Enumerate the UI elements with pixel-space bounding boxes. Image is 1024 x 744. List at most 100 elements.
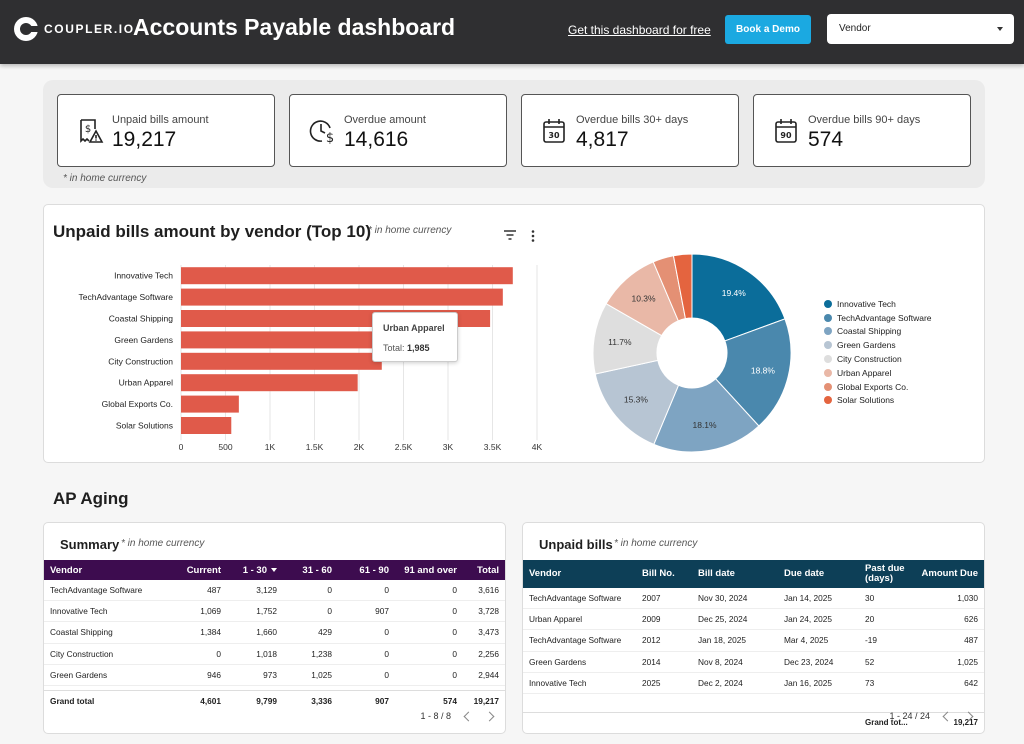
bar[interactable]	[181, 374, 358, 392]
coupler-logo-icon	[14, 17, 39, 41]
legend-item[interactable]: TechAdvantage Software	[824, 311, 932, 325]
legend-item[interactable]: Green Gardens	[824, 338, 932, 352]
grand-total-label: Grand tot...	[865, 718, 908, 727]
legend-item[interactable]: Solar Solutions	[824, 394, 932, 408]
col-amount-due[interactable]: Amount Due	[921, 569, 978, 579]
calendar-30-icon: 30	[543, 119, 565, 143]
table-cell: 487	[207, 585, 221, 596]
summary-title: Summary	[60, 537, 120, 552]
pie-slice[interactable]	[672, 253, 693, 320]
grand-value: 4,601	[200, 695, 221, 706]
slice-label: 15.3%	[624, 395, 649, 405]
summary-table-body[interactable]: TechAdvantage Software 487 3,129 0 0 0 3,616 In…	[44, 580, 505, 690]
table-row[interactable]: TechAdvantage Software 2012 Jan 18, 2025 Ma…	[523, 630, 984, 652]
bar[interactable]	[181, 267, 513, 285]
grand-value: 9,799	[256, 695, 277, 706]
svg-text:$: $	[85, 124, 91, 135]
pie-slice[interactable]	[653, 378, 760, 453]
y-category-label: Global Exports Co.	[102, 399, 173, 409]
table-cell: Jan 16, 2025	[784, 677, 832, 688]
bar[interactable]	[181, 417, 232, 434]
get-dashboard-link[interactable]: Get this dashboard for free	[568, 23, 711, 37]
calendar-90-icon: 90	[775, 119, 797, 143]
table-cell: 1,384	[200, 627, 221, 638]
table-cell: 0	[452, 585, 457, 596]
table-row[interactable]: Green Gardens 946 973 1,025 0 0 2,944	[44, 665, 505, 686]
table-cell: 3,728	[478, 606, 499, 617]
svg-text:30: 30	[548, 131, 560, 140]
chevron-right-icon[interactable]	[484, 711, 495, 721]
legend-swatch	[824, 396, 832, 405]
legend-label: City Construction	[837, 354, 902, 365]
y-category-label: Urban Apparel	[119, 378, 173, 388]
svg-text:$: $	[326, 131, 334, 145]
vendor-chart-card: Unpaid bills amount by vendor (Top 10) *…	[43, 204, 985, 463]
col-bill-date[interactable]: Bill date	[698, 569, 735, 579]
table-cell: Mar 4, 2025	[784, 635, 829, 646]
table-cell: 1,030	[957, 593, 978, 604]
legend-item[interactable]: Innovative Tech	[824, 297, 932, 311]
table-cell: Nov 30, 2024	[698, 593, 748, 604]
x-tick-label: 3K	[443, 442, 454, 452]
table-cell: 0	[327, 606, 332, 617]
bar[interactable]	[181, 288, 503, 306]
chevron-left-icon[interactable]	[942, 711, 953, 721]
table-row[interactable]: Innovative Tech 1,069 1,752 0 907 0 3,728	[44, 601, 505, 623]
col-bill-no[interactable]: Bill No.	[642, 569, 675, 579]
table-row[interactable]: TechAdvantage Software 487 3,129 0 0 0 3,616	[44, 580, 505, 602]
col-vendor[interactable]: Vendor	[529, 569, 562, 579]
book-demo-button[interactable]: Book a Demo	[725, 15, 811, 44]
vendor-filter-dropdown[interactable]: Vendor	[827, 14, 1014, 44]
legend-item[interactable]: Urban Apparel	[824, 366, 932, 380]
col-total[interactable]: Total	[477, 564, 499, 576]
unpaid-table-body[interactable]: TechAdvantage Software 2007 Nov 30, 2024 Ja…	[523, 588, 984, 712]
table-row[interactable]: TechAdvantage Software 2007 Nov 30, 2024 Ja…	[523, 588, 984, 610]
col-91-over[interactable]: 91 and over	[404, 564, 457, 576]
legend-item[interactable]: Coastal Shipping	[824, 325, 932, 339]
col-due-date[interactable]: Due date	[784, 569, 825, 579]
table-cell: 2007	[642, 593, 661, 604]
table-cell: 3,616	[478, 585, 499, 596]
legend-label: Urban Apparel	[837, 367, 892, 378]
table-row[interactable]: Green Gardens 2014 Nov 8, 2024 Dec 23, 2024…	[523, 652, 984, 673]
table-row[interactable]: Innovative Tech 2025 Dec 2, 2024 Jan 16, 20…	[523, 673, 984, 694]
grand-value: 19,217	[953, 718, 978, 727]
table-row[interactable]: Coastal Shipping 1,384 1,660 429 0 0 3,473	[44, 622, 505, 644]
table-row[interactable]: Urban Apparel 2009 Dec 25, 2024 Jan 24, 202…	[523, 609, 984, 631]
legend-swatch	[824, 355, 832, 364]
pie-slice[interactable]	[691, 253, 786, 342]
col-1-30[interactable]: 1 - 30	[227, 565, 283, 576]
chevron-left-icon[interactable]	[463, 711, 474, 721]
more-vert-icon[interactable]	[530, 230, 536, 242]
bar[interactable]	[181, 352, 382, 370]
table-row[interactable]: City Construction 0 1,018 1,238 0 0 2,256	[44, 644, 505, 665]
table-cell: 0	[452, 669, 457, 680]
legend-label: TechAdvantage Software	[837, 312, 932, 323]
legend-item[interactable]: City Construction	[824, 352, 932, 366]
col-vendor[interactable]: Vendor	[50, 564, 83, 576]
coupler-logo[interactable]: COUPLER.IO	[14, 17, 135, 41]
table-cell: 0	[384, 585, 389, 596]
table-cell: 626	[964, 614, 978, 625]
col-current[interactable]: Current	[186, 564, 221, 576]
pie-slice[interactable]	[594, 359, 680, 445]
table-cell: Coastal Shipping	[50, 627, 113, 638]
x-tick-label: 1.5K	[306, 442, 324, 452]
table-cell: 2,256	[478, 648, 499, 659]
table-cell: 1,018	[256, 648, 277, 659]
slice-label: 11.7%	[608, 337, 632, 347]
chevron-right-icon[interactable]	[963, 711, 974, 721]
table-cell: 73	[865, 677, 875, 688]
x-tick-label: 3.5K	[484, 442, 502, 452]
grand-total-row: Grand total 4,601 9,799 3,336 907 574 19…	[44, 690, 505, 710]
pager-text: 1 - 8 / 8	[420, 711, 451, 721]
filter-icon[interactable]	[504, 230, 516, 240]
table-cell: 0	[452, 648, 457, 659]
legend-item[interactable]: Global Exports Co.	[824, 380, 932, 394]
col-61-90[interactable]: 61 - 90	[359, 564, 389, 576]
col-31-60[interactable]: 31 - 60	[302, 564, 332, 576]
col-past-due[interactable]: Past due (days)	[865, 564, 905, 584]
bar[interactable]	[181, 395, 239, 413]
table-cell: 3,129	[256, 585, 277, 596]
slice-label: 18.1%	[692, 420, 717, 430]
